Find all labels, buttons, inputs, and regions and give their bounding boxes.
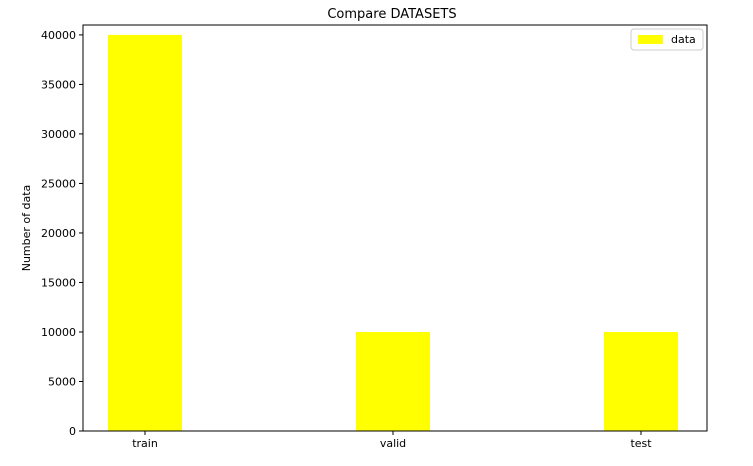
y-tick-label: 20000: [41, 227, 76, 240]
y-tick-label: 0: [69, 425, 76, 438]
y-tick-label: 30000: [41, 128, 76, 141]
y-tick-label: 5000: [48, 375, 76, 388]
bar-train: [108, 34, 182, 432]
legend: data: [630, 28, 704, 51]
x-tick-label: test: [630, 437, 652, 450]
legend-box: [630, 28, 704, 51]
y-tick-label: 10000: [41, 326, 76, 339]
x-axis-ticks: train valid test: [132, 431, 652, 450]
bar-valid: [356, 331, 430, 431]
y-axis-label: Number of data: [20, 185, 33, 272]
x-tick-label: valid: [380, 437, 406, 450]
y-tick-label: 35000: [41, 78, 76, 91]
y-tick-label: 40000: [41, 29, 76, 42]
legend-swatch: [638, 35, 663, 44]
bars-group: [108, 34, 678, 432]
x-tick-label: train: [132, 437, 158, 450]
y-tick-label: 25000: [41, 177, 76, 190]
y-tick-label: 15000: [41, 276, 76, 289]
y-axis-ticks: 0 5000 10000 15000 20000 25000 30000 35000 40000: [41, 29, 83, 438]
bar-test: [604, 331, 678, 431]
legend-label: data: [671, 33, 696, 46]
plot-frame: [82, 24, 708, 432]
chart-title: Compare DATASETS: [327, 7, 456, 22]
